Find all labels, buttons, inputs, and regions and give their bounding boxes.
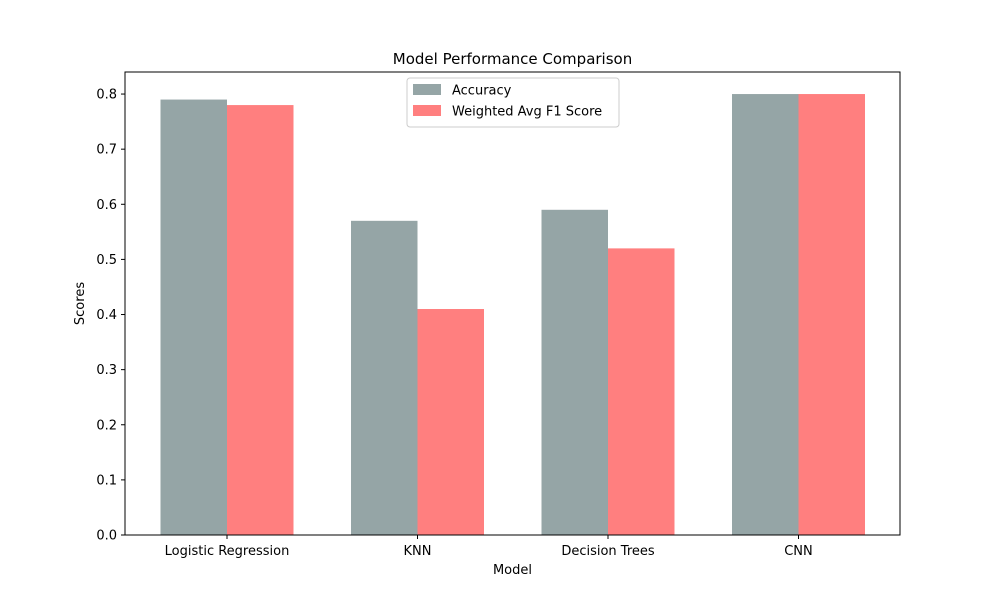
legend: Accuracy Weighted Avg F1 Score bbox=[406, 77, 620, 128]
x-tick-label: Decision Trees bbox=[561, 544, 655, 559]
legend-label-f1: Weighted Avg F1 Score bbox=[452, 105, 602, 120]
x-axis-ticks: Logistic Regression KNN Decision Trees CNN bbox=[165, 535, 813, 559]
chart-title: Model Performance Comparison bbox=[393, 50, 632, 68]
y-tick-label: 0.1 bbox=[96, 473, 117, 488]
bar-accuracy-3 bbox=[732, 94, 799, 536]
bars-group bbox=[160, 94, 865, 536]
y-tick-label: 0.7 bbox=[96, 143, 117, 158]
y-tick-label: 0.8 bbox=[96, 88, 117, 103]
y-tick-label: 0.0 bbox=[96, 529, 117, 544]
legend-label-accuracy: Accuracy bbox=[452, 84, 512, 99]
bar-f1-1 bbox=[417, 309, 484, 535]
y-tick-label: 0.5 bbox=[96, 253, 117, 268]
legend-swatch-accuracy bbox=[413, 84, 441, 95]
x-axis-label: Model bbox=[493, 563, 532, 578]
bar-f1-3 bbox=[798, 94, 865, 536]
bar-accuracy-0 bbox=[160, 99, 227, 536]
bar-f1-2 bbox=[608, 248, 675, 535]
legend-swatch-f1 bbox=[413, 105, 441, 116]
legend-box bbox=[406, 77, 620, 128]
bar-accuracy-2 bbox=[541, 209, 608, 536]
y-tick-label: 0.4 bbox=[96, 308, 117, 323]
bar-f1-0 bbox=[227, 105, 294, 536]
x-tick-label: Logistic Regression bbox=[165, 544, 290, 559]
y-tick-label: 0.6 bbox=[96, 198, 117, 213]
x-tick-label: CNN bbox=[784, 544, 813, 559]
bar-accuracy-1 bbox=[351, 220, 418, 536]
plot-frame bbox=[124, 71, 901, 536]
y-tick-label: 0.2 bbox=[96, 418, 117, 433]
x-tick-label: KNN bbox=[404, 544, 432, 559]
y-axis-label: Scores bbox=[73, 282, 88, 325]
y-axis-ticks: 0.0 0.1 0.2 0.3 0.4 0.5 0.6 0.7 0.8 bbox=[96, 88, 125, 544]
y-tick-label: 0.3 bbox=[96, 363, 117, 378]
